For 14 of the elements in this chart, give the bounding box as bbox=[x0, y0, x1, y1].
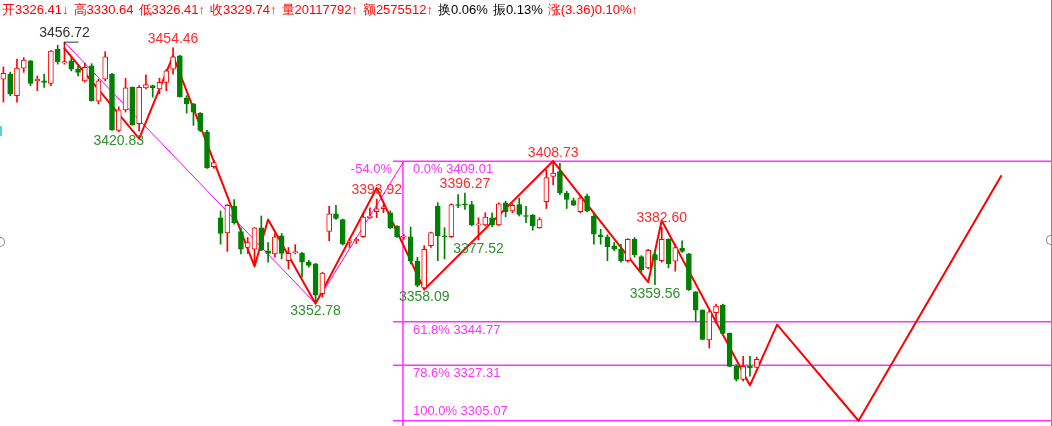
annotation: 3352.78 bbox=[290, 301, 342, 318]
annotation: 3359.56 bbox=[629, 284, 681, 301]
ref-line-label: 78.6% 3327.31 bbox=[412, 365, 501, 381]
annotation: 3456.72 bbox=[39, 24, 90, 41]
chart-title: 开3326.41↓ 高3330.64 低3326.41↑ 收3329.74↑ 量20117792↑ 额2575512↑ 换0.06% 振0.13% 涨(3.36)0.10%↑ bbox=[2, 2, 639, 17]
ref-line-label: 0.0% 3409.01 bbox=[412, 161, 494, 177]
annotation: -54.0% bbox=[350, 161, 393, 177]
annotation: 3420.83 bbox=[93, 131, 145, 148]
ref-line-label: 61.8% 3344.77 bbox=[412, 321, 501, 337]
annotation: 3396.27 bbox=[439, 174, 491, 191]
annotation: 3408.73 bbox=[527, 143, 579, 160]
ref-line-label: 100.0% 3305.07 bbox=[412, 402, 508, 418]
annotation: 3454.46 bbox=[147, 29, 199, 46]
annotation: 3382.60 bbox=[636, 209, 688, 226]
